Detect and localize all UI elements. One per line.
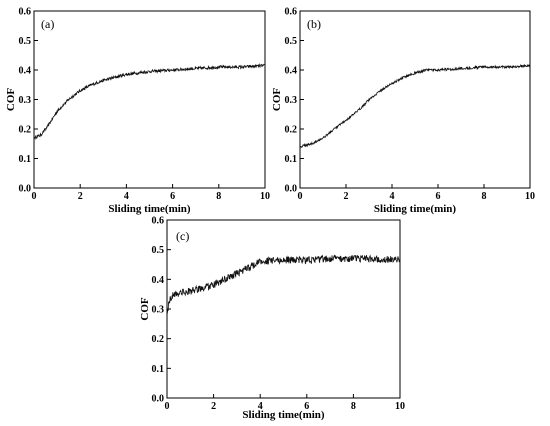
panel-c-x-tick-label: 2 xyxy=(211,401,216,412)
panel-a-y-tick-label: 0.4 xyxy=(19,66,32,77)
panel-c-ticks: 0 2 4 6 8 10 0.0 0.1 0.2 0.3 0.4 0.5 0.6 xyxy=(152,216,406,413)
panel-b-x-tick-label: 10 xyxy=(525,191,535,202)
panel-b-y-tick-label: 0.2 xyxy=(285,125,298,136)
panel-b-x-tick-label: 6 xyxy=(436,191,441,202)
panel-c-x-tick-label: 8 xyxy=(351,401,356,412)
panel-b-x-axis-title: Sliding time(min) xyxy=(374,203,457,215)
panel-b-x-tick-label: 4 xyxy=(390,191,395,202)
panel-a-x-tick-label: 2 xyxy=(78,191,83,202)
panel-c-y-tick-label: 0.4 xyxy=(152,275,165,286)
panel-b-ticks: 0 2 4 6 8 10 0.0 0.1 0.2 0.3 0.4 0.5 0.6 xyxy=(285,7,536,203)
panel-a-x-tick-label: 10 xyxy=(260,191,270,202)
panel-c: 0 2 4 6 8 10 0.0 0.1 0.2 0.3 0.4 0.5 0.6 (c) Sliding… xyxy=(139,216,405,422)
panel-c-x-tick-label: 6 xyxy=(304,401,309,412)
panel-a-y-tick-label: 0.1 xyxy=(19,154,32,165)
panel-b-x-tick-label: 8 xyxy=(482,191,487,202)
panel-a-label: (a) xyxy=(41,17,54,31)
panel-b-series-line xyxy=(299,63,531,149)
panel-b-y-tick-label: 0.4 xyxy=(285,66,298,77)
panel-b-data-line xyxy=(299,63,531,149)
panel-c-y-tick-label: 0.6 xyxy=(152,216,165,227)
panel-c-plot-frame xyxy=(166,219,401,399)
panel-b-y-tick-label: 0.1 xyxy=(285,154,298,165)
panel-b-y-tick-label: 0.0 xyxy=(285,184,298,195)
panel-c-y-tick-label: 0.2 xyxy=(152,334,165,345)
panel-c-y-tick-label: 0.0 xyxy=(152,394,165,405)
panel-a-y-tick-label: 0.2 xyxy=(19,125,32,136)
panel-a-y-axis-title: COF xyxy=(5,88,17,112)
panel-a-series-line xyxy=(33,62,266,141)
panel-b-x-tick-label: 2 xyxy=(344,191,349,202)
panel-a-y-tick-label: 0.0 xyxy=(19,184,32,195)
panel-a-x-tick-label: 6 xyxy=(170,191,175,202)
panel-a-ticks: 0 2 4 6 8 10 0.0 0.1 0.2 0.3 0.4 0.5 0.6 xyxy=(19,7,271,203)
panel-c-label: (c) xyxy=(176,229,189,243)
panel-a-y-tick-label: 0.6 xyxy=(19,7,32,18)
panel-b-y-axis-title: COF xyxy=(271,88,283,112)
panel-a-x-tick-label: 0 xyxy=(32,191,37,202)
panel-c-y-tick-label: 0.1 xyxy=(152,364,165,375)
panel-a-y-tick-label: 0.5 xyxy=(19,36,32,47)
panel-c-data-line xyxy=(166,254,401,315)
panel-c-x-axis-title: Sliding time(min) xyxy=(242,409,325,421)
panel-a-y-tick-label: 0.3 xyxy=(19,95,32,106)
panel-b-y-tick-label: 0.5 xyxy=(285,36,298,47)
panel-b-x-tick-label: 0 xyxy=(298,191,303,202)
panel-c-series-line xyxy=(166,254,401,315)
panel-a: 0 2 4 6 8 10 0.0 0.1 0.2 0.3 0.4 0.5 0.6 (a) Sliding… xyxy=(5,7,270,216)
panel-c-x-tick-label: 0 xyxy=(165,401,170,412)
panel-b: 0 2 4 6 8 10 0.0 0.1 0.2 0.3 0.4 0.5 0.6 (b) Sliding… xyxy=(271,7,535,216)
panel-c-y-axis-title: COF xyxy=(139,297,151,321)
panel-c-y-tick-label: 0.3 xyxy=(152,305,165,316)
panel-b-plot-frame xyxy=(299,10,531,189)
panel-a-x-axis-title: Sliding time(min) xyxy=(108,203,191,215)
panel-c-x-tick-label: 4 xyxy=(258,401,263,412)
panel-a-x-tick-label: 8 xyxy=(216,191,221,202)
panel-a-x-tick-label: 4 xyxy=(124,191,129,202)
panel-c-y-tick-label: 0.5 xyxy=(152,245,165,256)
panel-b-y-tick-label: 0.3 xyxy=(285,95,298,106)
panel-c-x-tick-label: 10 xyxy=(395,401,405,412)
panel-a-data-line xyxy=(33,62,266,141)
panel-b-label: (b) xyxy=(307,17,321,31)
panel-b-y-tick-label: 0.6 xyxy=(285,7,298,18)
